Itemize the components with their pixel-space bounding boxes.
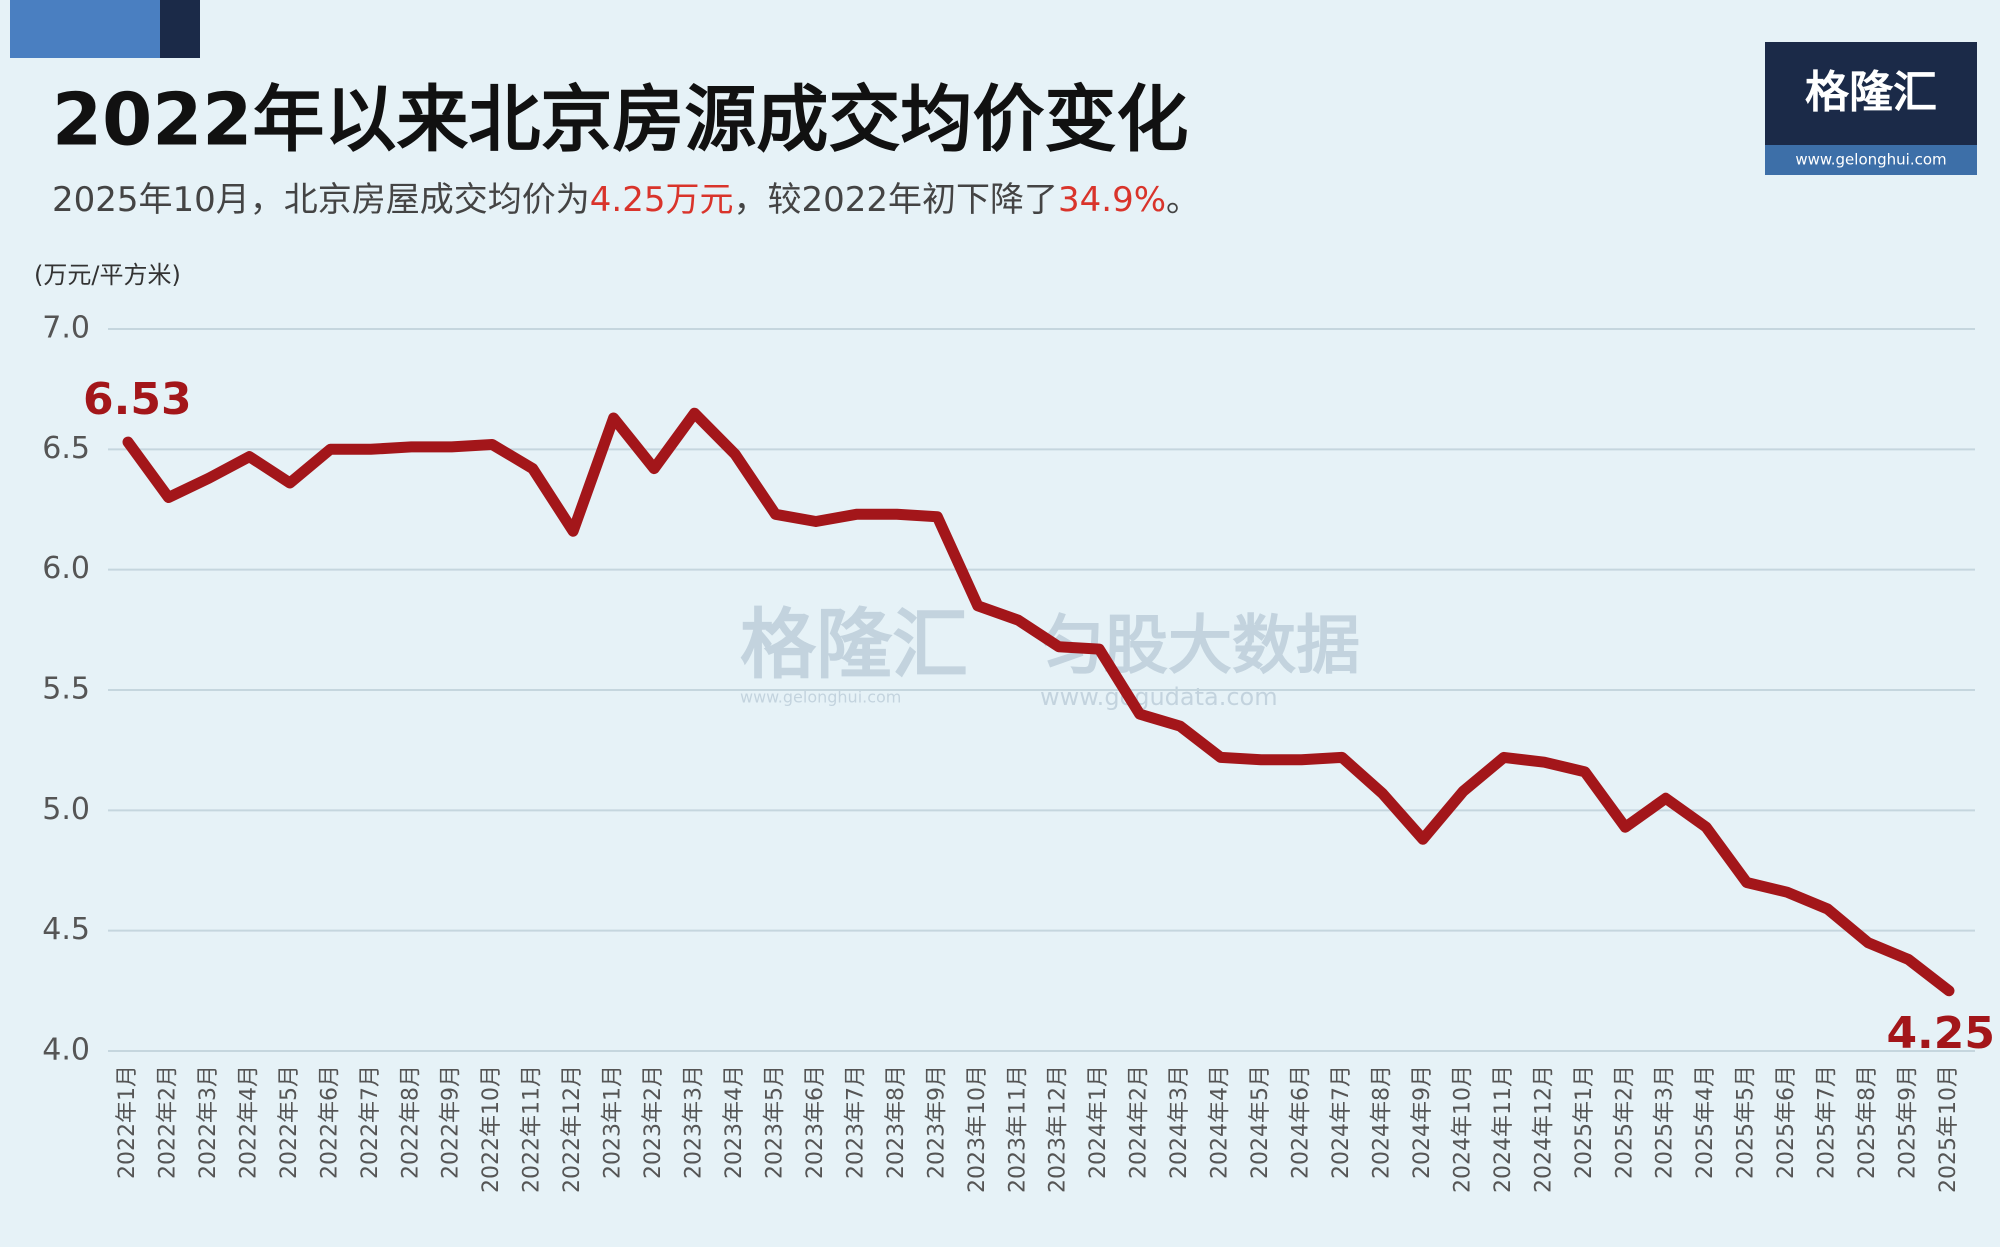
- x-tick-label: 2022年2月: [155, 1065, 180, 1179]
- x-tick-label: 2024年12月: [1531, 1065, 1556, 1193]
- x-tick-label: 2024年8月: [1369, 1065, 1394, 1179]
- x-tick-label: 2023年6月: [803, 1065, 828, 1179]
- x-tick-label: 2023年12月: [1046, 1065, 1071, 1193]
- x-tick-label: 2023年8月: [884, 1065, 909, 1179]
- x-tick-label: 2022年6月: [317, 1065, 342, 1179]
- x-tick-label: 2025年6月: [1774, 1065, 1799, 1179]
- subtitle-highlight: 34.9%: [1058, 180, 1166, 220]
- x-tick-label: 2022年12月: [560, 1065, 585, 1193]
- x-tick-label: 2022年5月: [277, 1065, 302, 1179]
- x-tick-label: 2024年5月: [1248, 1065, 1273, 1179]
- y-tick-label: 5.0: [42, 792, 90, 827]
- subtitle-part: 2025年10月，北京房屋成交均价为: [52, 180, 590, 220]
- watermark-brand-url: www.gelonghui.com: [740, 688, 901, 707]
- watermark-partner-url: www.gogudata.com: [1040, 683, 1278, 711]
- x-tick-label: 2023年2月: [641, 1065, 666, 1179]
- x-tick-label: 2025年3月: [1653, 1065, 1678, 1179]
- x-tick-label: 2024年6月: [1289, 1065, 1314, 1179]
- x-tick-label: 2024年7月: [1329, 1065, 1354, 1179]
- subtitle: 2025年10月，北京房屋成交均价为4.25万元，较2022年初下降了34.9%…: [52, 180, 1200, 220]
- x-tick-label: 2025年8月: [1855, 1065, 1880, 1179]
- x-tick-label: 2024年2月: [1127, 1065, 1152, 1179]
- data-label: 6.53: [83, 374, 192, 425]
- x-tick-label: 2022年1月: [115, 1065, 140, 1179]
- x-tick-label: 2022年4月: [236, 1065, 261, 1179]
- x-tick-label: 2025年5月: [1734, 1065, 1759, 1179]
- x-tick-label: 2024年11月: [1491, 1065, 1516, 1193]
- x-tick-label: 2025年9月: [1896, 1065, 1921, 1179]
- watermark: 格隆汇 www.gelonghui.com 匀股大数据 www.gogudata…: [740, 600, 1360, 711]
- data-label: 4.25: [1886, 1008, 1995, 1059]
- x-tick-label: 2023年9月: [924, 1065, 949, 1179]
- x-tick-label: 2024年3月: [1167, 1065, 1192, 1179]
- x-tick-label: 2023年3月: [682, 1065, 707, 1179]
- x-tick-label: 2025年10月: [1936, 1065, 1961, 1193]
- x-tick-label: 2025年4月: [1693, 1065, 1718, 1179]
- logo: 格隆汇 www.gelonghui.com: [1765, 42, 1977, 175]
- corner-block: [160, 0, 200, 58]
- x-tick-label: 2023年11月: [1005, 1065, 1030, 1193]
- y-tick-label: 4.5: [42, 912, 90, 947]
- subtitle-part: 。: [1166, 180, 1200, 220]
- x-tick-label: 2024年4月: [1208, 1065, 1233, 1179]
- x-tick-label: 2025年1月: [1572, 1065, 1597, 1179]
- chart-title: 2022年以来北京房源成交均价变化: [52, 78, 1188, 162]
- x-tick-label: 2022年10月: [479, 1065, 504, 1193]
- y-tick-label: 6.0: [42, 551, 90, 586]
- y-tick-label: 5.5: [42, 672, 90, 707]
- corner-block: [10, 0, 160, 58]
- y-axis-label: (万元/平方米): [34, 261, 181, 289]
- x-tick-label: 2022年9月: [439, 1065, 464, 1179]
- watermark-brand: 格隆汇: [740, 600, 968, 689]
- logo-url: www.gelonghui.com: [1795, 151, 1946, 169]
- x-tick-label: 2024年1月: [1086, 1065, 1111, 1179]
- x-tick-label: 2022年11月: [520, 1065, 545, 1193]
- x-tick-label: 2024年9月: [1410, 1065, 1435, 1179]
- x-tick-label: 2022年3月: [196, 1065, 221, 1179]
- logo-strip: [1765, 145, 1977, 175]
- y-tick-label: 7.0: [42, 311, 90, 346]
- logo-name: 格隆汇: [1805, 67, 1937, 118]
- x-tick-label: 2022年8月: [398, 1065, 423, 1179]
- x-tick-label: 2023年5月: [762, 1065, 787, 1179]
- x-tick-label: 2023年7月: [843, 1065, 868, 1179]
- x-tick-label: 2024年10月: [1450, 1065, 1475, 1193]
- line: [122, 407, 1955, 997]
- x-tick-label: 2025年2月: [1612, 1065, 1637, 1179]
- y-tick-label: 4.0: [42, 1033, 90, 1068]
- subtitle-part: ，较2022年初下降了: [734, 180, 1059, 220]
- x-tick-label: 2023年1月: [601, 1065, 626, 1179]
- x-tick-label: 2023年4月: [722, 1065, 747, 1179]
- y-tick-label: 6.5: [42, 431, 90, 466]
- x-tick-label: 2025年7月: [1815, 1065, 1840, 1179]
- x-tick-label: 2023年10月: [965, 1065, 990, 1193]
- x-tick-label: 2022年7月: [358, 1065, 383, 1179]
- subtitle-highlight: 4.25万元: [590, 180, 734, 220]
